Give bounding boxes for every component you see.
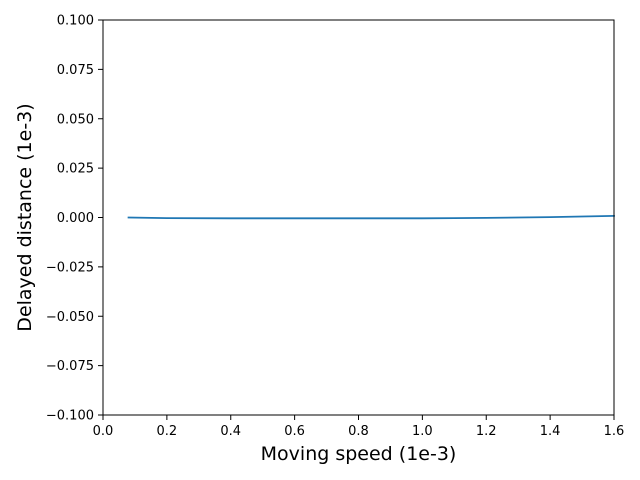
x-tick-label: 0.8 [348, 424, 369, 439]
y-tick-label: 0.025 [57, 162, 94, 177]
y-axis-title: Delayed distance (1e-3) [14, 103, 36, 331]
x-axis-title: Moving speed (1e-3) [261, 443, 457, 465]
x-tick-label: 1.6 [604, 424, 625, 439]
y-tick-label: 0.075 [57, 63, 94, 78]
series-layer [127, 215, 615, 220]
y-tick-label: −0.100 [46, 409, 94, 424]
x-tick-label: 0.6 [284, 424, 305, 439]
x-tick-label: 0.4 [220, 424, 241, 439]
x-tick-label: 0.0 [93, 424, 114, 439]
y-tick-label: −0.075 [46, 359, 94, 374]
series-line [127, 215, 615, 220]
y-tick-label: 0.050 [57, 112, 94, 127]
y-tick-label: −0.050 [46, 310, 94, 325]
x-tick-label: 0.2 [157, 424, 178, 439]
x-tick-label: 1.2 [476, 424, 497, 439]
y-tick-label: 0.000 [57, 211, 94, 226]
x-tick-label: 1.0 [412, 424, 433, 439]
y-tick-label: −0.025 [46, 260, 94, 275]
y-tick-label: 0.100 [57, 14, 94, 29]
ticks-layer: 0.0 0.2 0.4 0.6 0.8 1.0 1.2 1.4 1.6 −0.100 −0.075 −… [46, 14, 624, 440]
x-tick-label: 1.4 [540, 424, 561, 439]
plot-frame [102, 19, 615, 416]
